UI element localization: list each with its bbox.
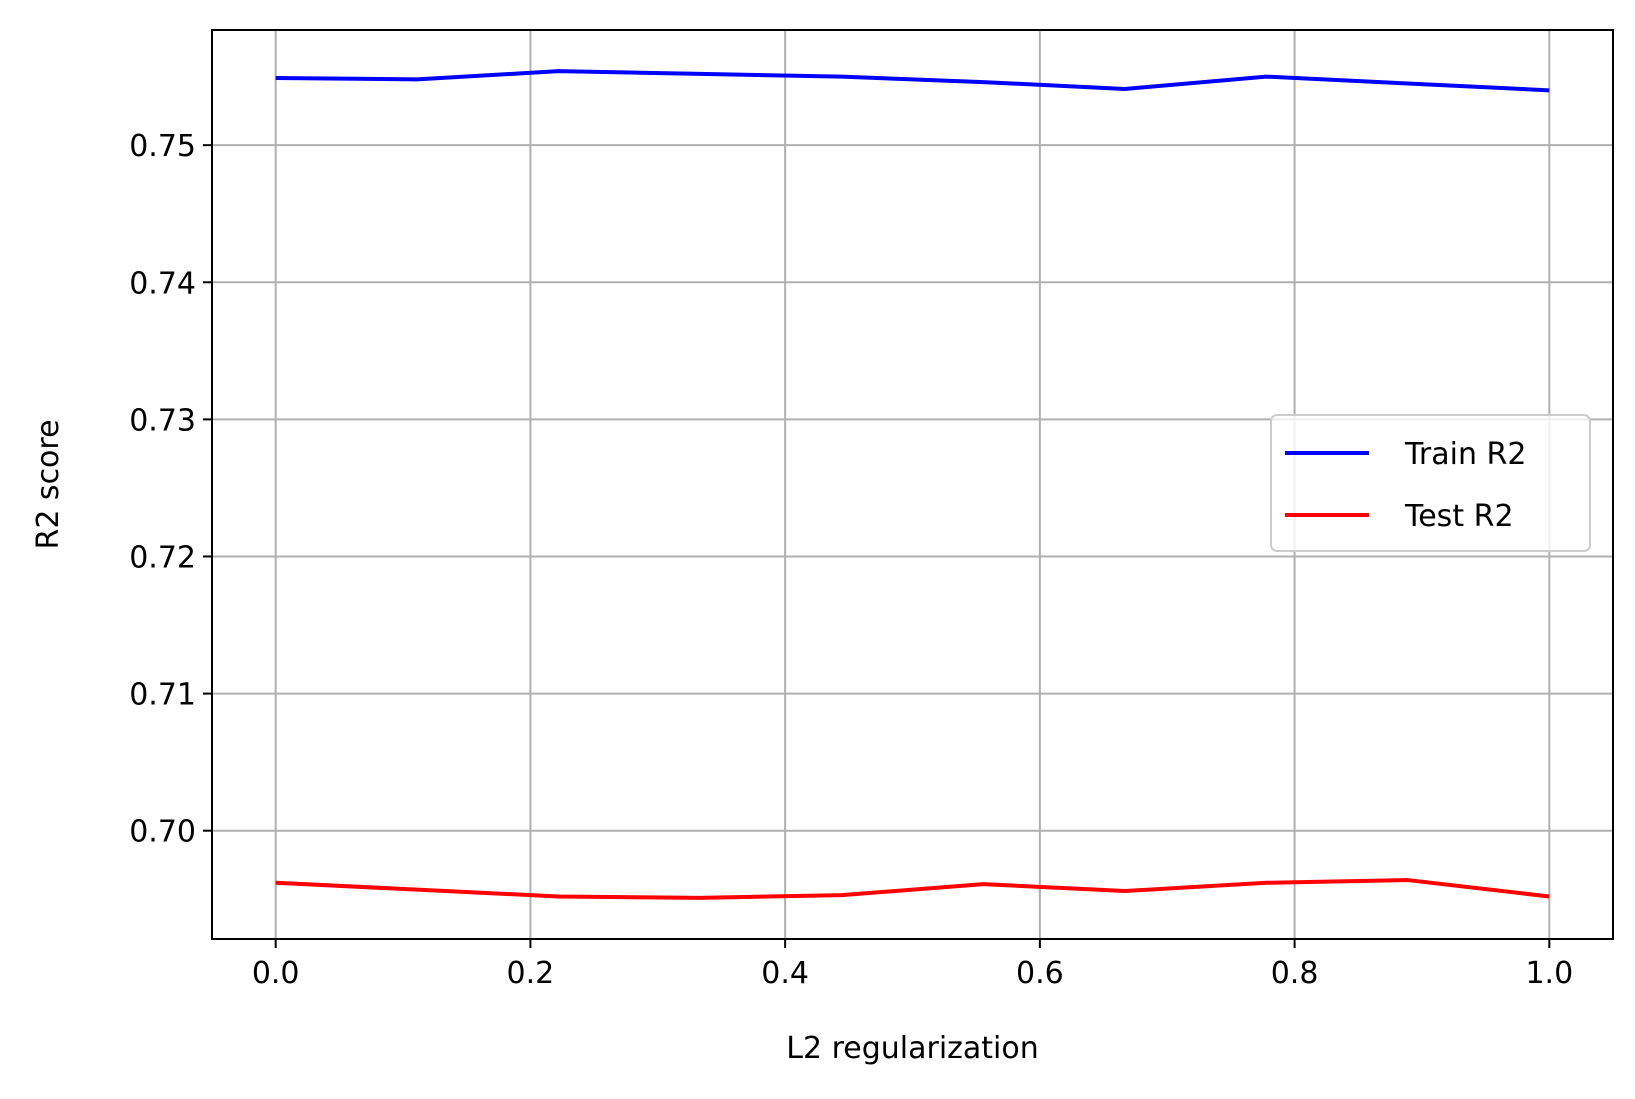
x-tick-label: 0.0 bbox=[252, 956, 300, 991]
axis-ticks: 0.0 0.2 0.4 0.6 0.8 1.0 0.70 0.71 0.72 0.73 0.74 0.… bbox=[129, 129, 1573, 991]
x-tick-label: 0.6 bbox=[1016, 956, 1064, 991]
x-tick-label: 0.8 bbox=[1271, 956, 1319, 991]
series-lines bbox=[275, 69, 1550, 900]
y-axis-label: R2 score bbox=[31, 419, 66, 549]
plot-frame bbox=[211, 29, 1614, 940]
series-line-train-r2 bbox=[275, 69, 1550, 93]
legend: Train R2 Test R2 bbox=[1270, 414, 1591, 552]
y-tick-label: 0.74 bbox=[129, 266, 196, 301]
y-tick-label: 0.71 bbox=[129, 678, 196, 713]
x-tick-label: 0.2 bbox=[507, 956, 555, 991]
y-tick-label: 0.72 bbox=[129, 540, 196, 575]
y-tick-label: 0.73 bbox=[129, 403, 196, 438]
x-tick-label: 0.4 bbox=[761, 956, 809, 991]
legend-label: Train R2 bbox=[1404, 437, 1526, 472]
y-tick-label: 0.70 bbox=[129, 815, 196, 850]
legend-label: Test R2 bbox=[1404, 499, 1514, 534]
series-line-test-r2 bbox=[275, 878, 1550, 900]
y-tick-label: 0.75 bbox=[129, 129, 196, 164]
x-tick-label: 1.0 bbox=[1525, 956, 1573, 991]
x-axis-label: L2 regularization bbox=[786, 1031, 1039, 1066]
